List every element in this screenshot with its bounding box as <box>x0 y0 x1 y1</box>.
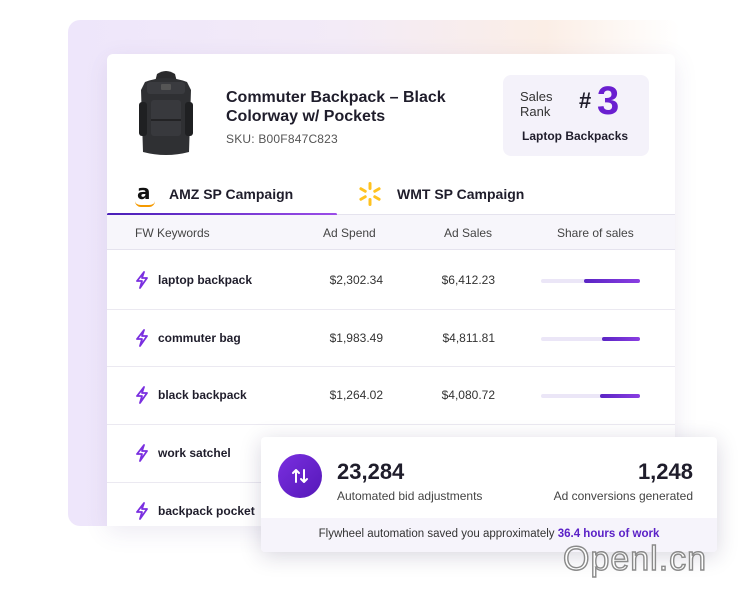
keyword-cell: backpack pocket <box>158 504 255 518</box>
tab-label: AMZ SP Campaign <box>169 185 294 202</box>
walmart-spark-icon <box>359 181 381 206</box>
share-of-sales-fill <box>602 337 640 341</box>
table-row[interactable]: black backpack $1,264.02 $4,080.72 <box>107 367 675 425</box>
lightning-bolt-icon <box>135 502 149 520</box>
time-saved-footer: Flywheel automation saved you approximat… <box>261 518 717 552</box>
campaign-tabs: a AMZ SP Campaign WMT SP Campaign <box>107 172 675 216</box>
table-header: FW Keywords Ad Spend Ad Sales Share of s… <box>107 215 675 250</box>
tab-label: WMT SP Campaign <box>397 185 525 202</box>
lightning-bolt-icon <box>135 329 149 347</box>
share-of-sales-bar <box>541 394 640 398</box>
table-row[interactable]: backpack pocket <box>107 483 675 526</box>
tab-amz-sp-campaign[interactable]: a AMZ SP Campaign <box>107 172 337 216</box>
watermark: Openl.cn <box>562 539 708 578</box>
bid-adjustments-value: 23,284 <box>337 459 405 484</box>
lightning-bolt-icon <box>135 271 149 289</box>
bid-adjustments-label: Automated bid adjustments <box>337 489 483 503</box>
product-title: Commuter Backpack – Black Colorway w/ Po… <box>226 89 446 125</box>
header-share-of-sales: Share of sales <box>557 226 634 240</box>
swap-arrows-icon <box>278 454 322 498</box>
ad-sales-cell: $6,412.23 <box>441 273 495 287</box>
ad-sales-cell: $4,811.81 <box>442 331 496 345</box>
ad-spend-cell: $1,983.49 <box>329 331 383 345</box>
backpack-icon <box>139 71 193 155</box>
share-of-sales-bar <box>541 279 640 283</box>
amazon-icon: a <box>135 180 157 207</box>
ad-spend-cell: $2,302.34 <box>329 273 383 287</box>
product-card: Commuter Backpack – Black Colorway w/ Po… <box>107 54 675 526</box>
keyword-cell: commuter bag <box>158 331 241 345</box>
tab-wmt-sp-campaign[interactable]: WMT SP Campaign <box>357 172 577 215</box>
share-of-sales-fill <box>584 279 640 283</box>
ad-spend-cell: $1,264.02 <box>329 388 383 402</box>
keyword-cell: laptop backpack <box>158 273 253 287</box>
header-ad-spend: Ad Spend <box>323 226 376 240</box>
header-fw-keywords: FW Keywords <box>135 226 210 240</box>
lightning-bolt-icon <box>135 386 149 404</box>
sales-rank-label: Sales Rank <box>520 89 553 119</box>
share-of-sales-bar <box>541 337 640 341</box>
rank-category: Laptop Backpacks <box>522 129 629 143</box>
time-saved-highlight: 36.4 hours of work <box>557 528 660 540</box>
keyword-cell: black backpack <box>158 388 247 402</box>
rank-hash: # <box>579 88 592 113</box>
sales-rank-box: Sales Rank # 3 Laptop Backpacks <box>503 75 649 156</box>
ad-sales-cell: $4,080.72 <box>441 388 495 402</box>
table-row[interactable]: commuter bag $1,983.49 $4,811.81 <box>107 310 675 367</box>
rank-number: 3 <box>597 79 620 123</box>
time-saved-text: Flywheel automation saved you approximat… <box>318 528 558 540</box>
ad-conversions-value: 1,248 <box>637 459 693 484</box>
header-ad-sales: Ad Sales <box>444 226 493 240</box>
automation-summary-card: 23,284 Automated bid adjustments 1,248 A… <box>261 437 717 552</box>
table-row[interactable]: laptop backpack $2,302.34 $6,412.23 <box>107 251 675 310</box>
lightning-bolt-icon <box>135 444 149 462</box>
ad-conversions-label: Ad conversions generated <box>553 489 693 503</box>
product-sku: SKU: B00F847C823 <box>226 132 338 146</box>
keyword-cell: work satchel <box>158 446 231 460</box>
share-of-sales-fill <box>600 394 640 398</box>
